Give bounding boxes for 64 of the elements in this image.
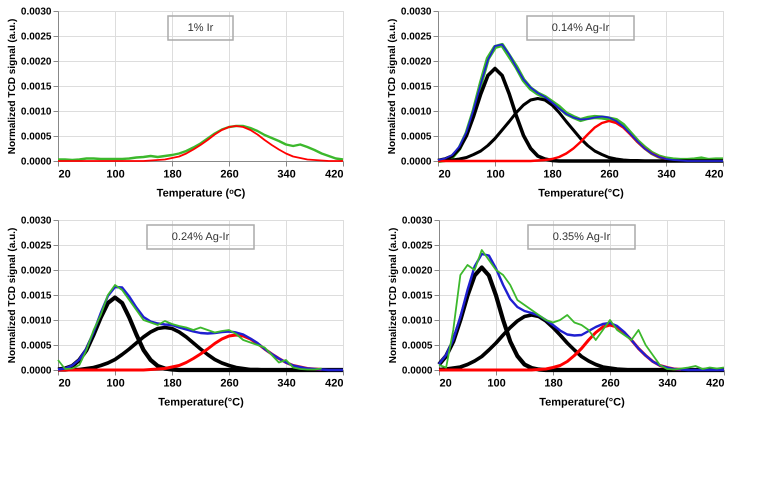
y-tick-label: 0.0030: [400, 6, 432, 18]
annotation: 0.14% Ag-Ir: [552, 22, 610, 34]
x-tick-label: 260: [220, 378, 239, 390]
y-tick-label: 0.0030: [402, 216, 433, 226]
x-tick-label: 260: [600, 168, 619, 180]
y-tick-label: 0.0020: [20, 56, 52, 68]
x-tick-label: 260: [220, 168, 239, 180]
y-tick-label: 0.0015: [20, 290, 52, 302]
x-tick-label: 100: [106, 168, 125, 180]
y-tick-label: 0.0015: [20, 82, 52, 92]
x-tick-label: 340: [277, 378, 296, 390]
y-tick-label: 0.0010: [402, 316, 433, 326]
annotation: 0.35% Ag-Ir: [552, 231, 611, 243]
y-tick-label: 0.0030: [20, 6, 52, 18]
y-tick-label: 0.0010: [20, 316, 52, 326]
x-tick-label: 100: [487, 378, 506, 390]
x-tick-label: 340: [277, 168, 296, 180]
x-tick-label: 180: [163, 168, 182, 180]
y-tick-label: 0.0020: [402, 266, 433, 276]
x-tick-label: 20: [440, 378, 452, 390]
y-tick-label: 0.0030: [20, 216, 52, 226]
x-tick-label: 420: [325, 168, 344, 180]
y-tick-label: 0.0000: [402, 366, 433, 376]
x-tick-label: 100: [106, 378, 125, 390]
x-tick-label: 340: [658, 378, 677, 390]
y-tick-label: 0.0025: [400, 32, 432, 42]
y-tick-label: 0.0005: [402, 340, 433, 352]
annotation: 1% Ir: [188, 22, 214, 34]
y-tick-label: 0.0020: [400, 56, 432, 68]
y-tick-label: 0.0025: [402, 240, 433, 252]
y-tick-label: 0.0010: [20, 106, 52, 118]
x-tick-label: 20: [438, 168, 451, 180]
y-axis-title: Normalized TCD signal (a.u.): [386, 18, 398, 154]
y-tick-label: 0.0025: [20, 240, 52, 252]
y-tick-label: 0.0010: [400, 106, 432, 118]
x-tick-label: 420: [705, 168, 724, 180]
y-tick-label: 0.0025: [20, 32, 52, 42]
y-tick-label: 0.0005: [20, 340, 52, 352]
x-tick-label: 100: [486, 168, 505, 180]
x-tick-label: 180: [544, 378, 563, 390]
x-tick-label: 420: [325, 378, 344, 390]
x-axis-title: Temperature(°C): [539, 396, 626, 408]
x-axis-title: Temperature(°C): [538, 188, 624, 200]
y-tick-label: 0.0000: [20, 366, 52, 376]
x-axis-title: Temperature(°C): [158, 396, 244, 408]
y-tick-label: 0.0015: [400, 82, 432, 92]
y-tick-label: 0.0000: [20, 156, 52, 168]
y-tick-label: 0.0020: [20, 266, 52, 276]
x-tick-label: 180: [163, 378, 182, 390]
y-axis-title: Normalized TCD signal (a.u.): [388, 228, 399, 364]
y-tick-label: 0.0005: [20, 132, 52, 142]
y-axis-title: Normalized TCD signal (a.u.): [6, 228, 18, 364]
x-tick-label: 340: [657, 168, 676, 180]
y-tick-label: 0.0005: [400, 132, 432, 142]
x-tick-label: 420: [706, 378, 724, 390]
x-axis-title: Temperature (ᵒC): [156, 188, 246, 200]
x-tick-label: 20: [58, 378, 71, 390]
y-tick-label: 0.0015: [402, 290, 433, 302]
x-tick-label: 260: [601, 378, 620, 390]
annotation: 0.24% Ag-Ir: [172, 231, 230, 243]
x-tick-label: 20: [58, 168, 71, 180]
y-tick-label: 0.0000: [400, 156, 432, 168]
x-tick-label: 180: [543, 168, 562, 180]
y-axis-title: Normalized TCD signal (a.u.): [6, 18, 18, 154]
